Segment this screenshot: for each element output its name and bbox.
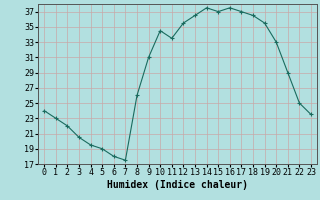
X-axis label: Humidex (Indice chaleur): Humidex (Indice chaleur) xyxy=(107,180,248,190)
